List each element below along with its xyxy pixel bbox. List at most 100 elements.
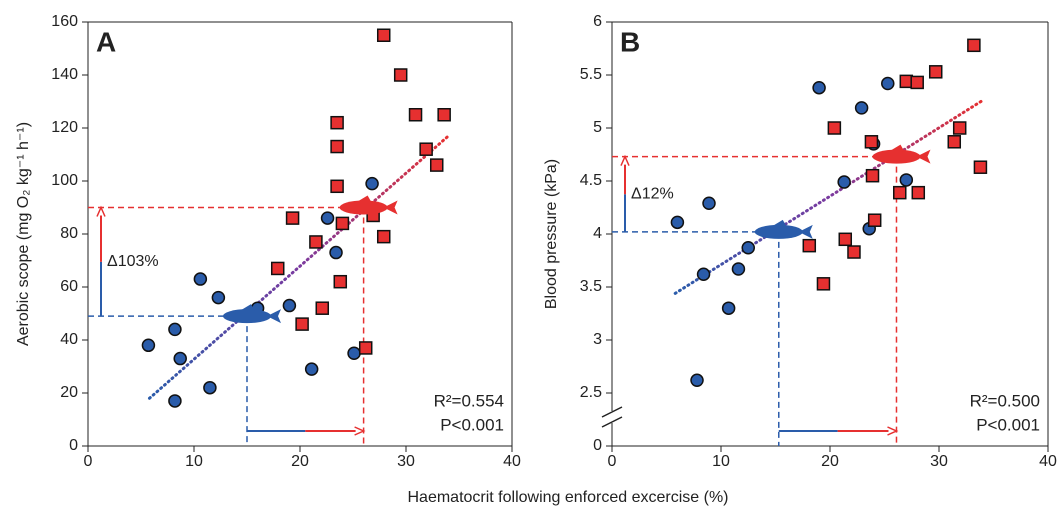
- fish-tail: [267, 309, 281, 324]
- fish-tail: [798, 224, 813, 239]
- point: [282, 298, 297, 313]
- point: [330, 179, 344, 194]
- point: [967, 38, 981, 53]
- x-tick-label: 30: [930, 453, 948, 470]
- point: [304, 362, 319, 376]
- x-tick-label: 40: [503, 453, 521, 470]
- fish-fin: [890, 144, 905, 152]
- x-tick-label: 10: [185, 453, 203, 470]
- axis-break: [601, 416, 623, 428]
- x-tick-label: 20: [291, 453, 309, 470]
- point: [329, 245, 343, 260]
- y-tick-label: 3.5: [580, 278, 602, 295]
- point: [173, 351, 187, 366]
- point: [393, 68, 408, 82]
- fish-fin: [772, 219, 787, 227]
- point: [910, 75, 924, 90]
- y-tick-label: 4: [593, 225, 602, 242]
- point: [376, 28, 391, 42]
- point: [408, 108, 423, 122]
- trend-line: [673, 98, 985, 295]
- y-tick-label: 0: [593, 437, 602, 454]
- fish-tail: [916, 149, 931, 164]
- point: [690, 373, 704, 388]
- point: [893, 185, 907, 200]
- stat-label: R²=0.500: [970, 391, 1040, 410]
- y-tick-label: 100: [51, 172, 78, 189]
- point: [816, 277, 831, 291]
- y-tick-label: 2.5: [580, 384, 602, 401]
- point: [285, 211, 300, 225]
- y-tick-label: 160: [51, 13, 78, 30]
- point: [721, 301, 736, 315]
- x-tick-label: 0: [84, 453, 93, 470]
- point: [881, 76, 895, 91]
- fish-body: [223, 309, 271, 324]
- fish: [339, 195, 398, 215]
- point: [854, 101, 869, 115]
- panel-label: B: [620, 26, 640, 57]
- y-tick-label: 0: [69, 437, 78, 454]
- point: [812, 80, 826, 95]
- point: [330, 115, 344, 130]
- stat-label: P<0.001: [440, 415, 504, 434]
- point: [973, 160, 988, 174]
- point: [365, 176, 379, 191]
- trend-line: [147, 134, 450, 400]
- stat-label: R²=0.554: [434, 391, 504, 410]
- point: [315, 301, 330, 315]
- point: [358, 341, 373, 355]
- change-label: Δ12%: [631, 185, 674, 202]
- y-tick-label: 60: [60, 278, 78, 295]
- arrow-head: [96, 205, 106, 217]
- fish-body: [754, 224, 803, 239]
- point: [419, 142, 433, 156]
- y-tick-label: 120: [51, 119, 78, 136]
- y-axis-label: Blood pressure (kPa): [543, 159, 560, 309]
- fish-body: [339, 200, 388, 215]
- point: [837, 175, 851, 189]
- point: [802, 238, 817, 253]
- panel-label: A: [96, 26, 116, 57]
- point: [731, 262, 746, 276]
- point: [295, 317, 309, 331]
- point: [827, 121, 842, 135]
- change-label: Δ103%: [107, 253, 159, 270]
- x-tick-label: 20: [821, 453, 839, 470]
- y-tick-label: 3: [593, 331, 602, 348]
- point: [838, 232, 853, 247]
- point: [203, 380, 217, 395]
- axis-break: [601, 406, 623, 418]
- point: [376, 229, 391, 244]
- fish: [223, 304, 281, 324]
- y-tick-label: 80: [60, 225, 78, 242]
- x-axis-label: Haematocrit following enforced excercise…: [407, 489, 728, 506]
- fish-fin: [357, 195, 372, 203]
- point: [947, 135, 962, 149]
- point: [670, 215, 685, 230]
- point: [867, 213, 882, 227]
- point: [335, 216, 350, 231]
- point: [702, 196, 716, 211]
- point: [928, 65, 943, 79]
- point: [437, 108, 451, 122]
- point: [847, 245, 861, 259]
- point: [320, 211, 335, 225]
- point: [211, 290, 226, 305]
- point: [330, 139, 344, 154]
- arrow-head: [887, 426, 899, 436]
- point: [899, 173, 914, 187]
- point: [193, 272, 208, 286]
- x-tick-label: 40: [1039, 453, 1057, 470]
- arrow-head: [354, 426, 366, 436]
- y-tick-label: 20: [60, 384, 78, 401]
- y-tick-label: 6: [593, 13, 602, 30]
- point: [168, 322, 182, 337]
- x-tick-label: 10: [712, 453, 730, 470]
- point: [333, 274, 348, 289]
- stat-label: P<0.001: [976, 415, 1040, 434]
- fish-fin: [241, 304, 255, 312]
- point: [141, 338, 156, 353]
- point: [741, 241, 755, 255]
- y-tick-label: 140: [51, 66, 78, 83]
